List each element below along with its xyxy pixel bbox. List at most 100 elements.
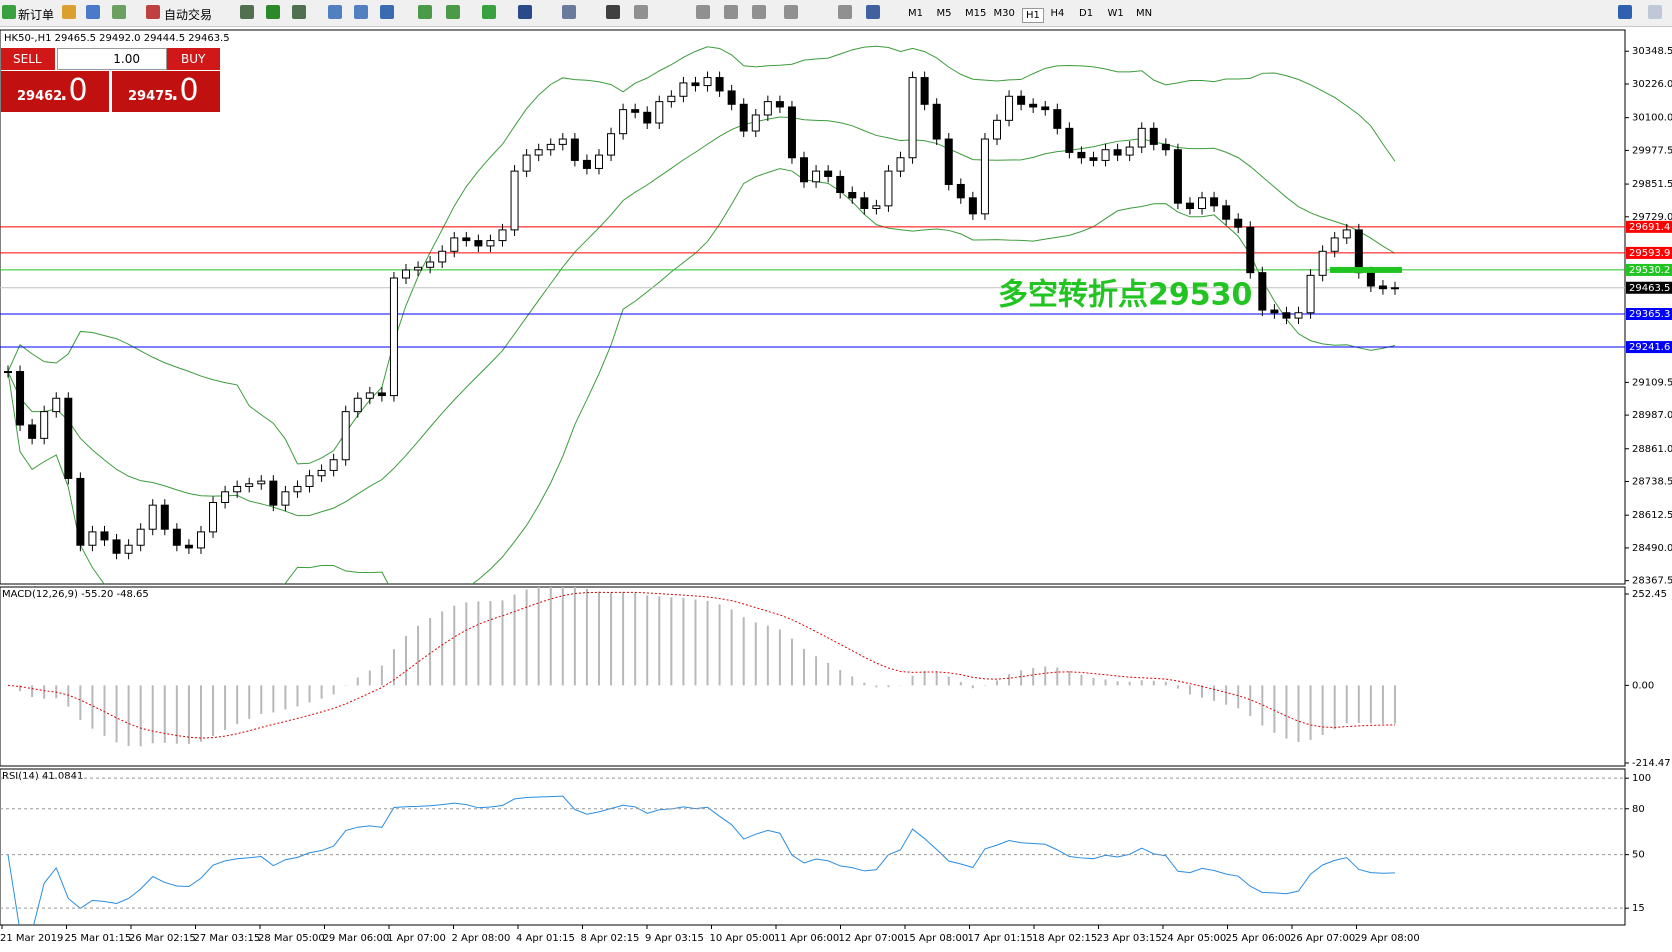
icon[interactable] <box>724 5 738 19</box>
icon[interactable] <box>380 5 394 19</box>
ask-box[interactable]: 29475.0 <box>112 71 220 112</box>
icon[interactable] <box>784 5 798 19</box>
lot-input[interactable]: 1.00 <box>57 48 167 70</box>
candle-body <box>619 109 628 135</box>
auto-trading-icon[interactable] <box>146 5 160 19</box>
new-order-icon[interactable] <box>2 5 16 19</box>
ask-fraction: .0 <box>170 73 199 108</box>
icon[interactable] <box>418 5 432 19</box>
candle-body <box>751 114 760 132</box>
candle-body <box>703 77 712 87</box>
candle-body <box>715 77 724 92</box>
icon[interactable] <box>634 5 648 19</box>
icon[interactable] <box>266 5 280 19</box>
bollinger-band <box>7 168 1396 584</box>
y-tick-label: 29109.5 <box>1632 377 1672 388</box>
y-tick-label: 30348.5 <box>1632 46 1672 57</box>
candle-body <box>100 531 109 541</box>
candle-body <box>1282 312 1291 319</box>
icon[interactable] <box>838 5 852 19</box>
candle-body <box>1089 157 1098 161</box>
chat-icon[interactable] <box>1648 5 1662 19</box>
x-tick-label: 21 Mar 2019 <box>0 933 63 944</box>
icon[interactable] <box>292 5 306 19</box>
candle-body <box>824 170 833 177</box>
candle-body <box>1065 127 1074 153</box>
candle-body <box>691 82 700 87</box>
timeframe-button[interactable]: M30 <box>993 8 1015 19</box>
x-tick-label: 8 Apr 02:15 <box>581 933 640 944</box>
candle-body <box>88 531 97 546</box>
y-tick-label: 29977.5 <box>1632 145 1672 156</box>
new-order-button[interactable]: 新订单 <box>18 8 55 22</box>
candle-body <box>1005 95 1014 121</box>
candle-body <box>992 119 1001 140</box>
candle-body <box>1234 218 1243 228</box>
y-tick-label: -214.47 <box>1632 758 1671 769</box>
cursor-icon[interactable] <box>606 5 620 19</box>
candle-body <box>570 138 579 161</box>
annotation: 多空转折点29530 <box>998 278 1252 313</box>
candle-body <box>269 480 278 506</box>
candle-body <box>631 109 640 113</box>
candle-body <box>389 277 398 397</box>
current-price-tag <box>1626 281 1672 294</box>
candle-body <box>148 504 157 530</box>
bollinger-band <box>7 116 1396 517</box>
icon[interactable] <box>446 5 460 19</box>
ask-price: 29475 <box>128 89 174 104</box>
icon[interactable] <box>62 5 76 19</box>
icon[interactable] <box>482 5 496 19</box>
icon[interactable] <box>752 5 766 19</box>
order-panel: SELL 1.00 BUY 29462.0 29475.0 <box>1 48 220 112</box>
candle-body <box>1017 95 1026 105</box>
candle-body <box>1053 109 1062 129</box>
candle-body <box>534 149 543 156</box>
icon[interactable] <box>518 5 532 19</box>
candle-body <box>221 491 230 503</box>
lot-value: 1.00 <box>113 52 140 66</box>
icon[interactable] <box>112 5 126 19</box>
level-tag <box>1626 246 1672 259</box>
icon[interactable] <box>562 5 576 19</box>
search-icon[interactable] <box>1618 5 1632 19</box>
x-tick-label: 29 Mar 06:00 <box>323 933 390 944</box>
timeframe-button[interactable]: W1 <box>1107 8 1124 19</box>
candle-body <box>812 170 821 183</box>
candle-body <box>16 371 25 426</box>
icon[interactable] <box>240 5 254 19</box>
icon[interactable] <box>696 5 710 19</box>
icon[interactable] <box>86 5 100 19</box>
auto-trading-button[interactable]: 自动交易 <box>164 8 213 22</box>
y-tick-label: 28987.0 <box>1632 410 1672 421</box>
bid-box[interactable]: 29462.0 <box>1 71 109 112</box>
candle-body <box>76 477 85 546</box>
x-tick-label: 15 Apr 08:00 <box>903 933 968 944</box>
icon[interactable] <box>866 5 880 19</box>
buy-button[interactable]: BUY <box>167 48 220 70</box>
timeframe-button[interactable]: M5 <box>936 8 952 19</box>
candle-body <box>257 480 266 485</box>
icon[interactable] <box>354 5 368 19</box>
candle-body <box>908 77 917 159</box>
candle-body <box>510 170 519 231</box>
candle-body <box>426 261 435 268</box>
timeframe-button[interactable]: D1 <box>1079 8 1094 19</box>
candle-body <box>1173 149 1182 204</box>
candle-body <box>52 397 61 413</box>
candle-body <box>124 544 133 554</box>
x-tick-label: 2 Apr 08:00 <box>452 933 511 944</box>
candle-body <box>293 485 302 493</box>
icon[interactable] <box>328 5 342 19</box>
candle-body <box>64 397 73 479</box>
timeframe-button[interactable]: M15 <box>965 8 987 19</box>
timeframe-button[interactable]: H1 <box>1022 8 1044 23</box>
sell-label: SELL <box>13 52 42 66</box>
candle-body <box>1246 226 1255 274</box>
timeframe-button[interactable]: MN <box>1136 8 1153 19</box>
candle-body <box>727 90 736 105</box>
sell-button[interactable]: SELL <box>1 48 55 70</box>
timeframe-button[interactable]: H4 <box>1050 8 1065 19</box>
timeframe-button[interactable]: M1 <box>908 8 923 19</box>
y-tick-label: 50 <box>1632 850 1645 861</box>
